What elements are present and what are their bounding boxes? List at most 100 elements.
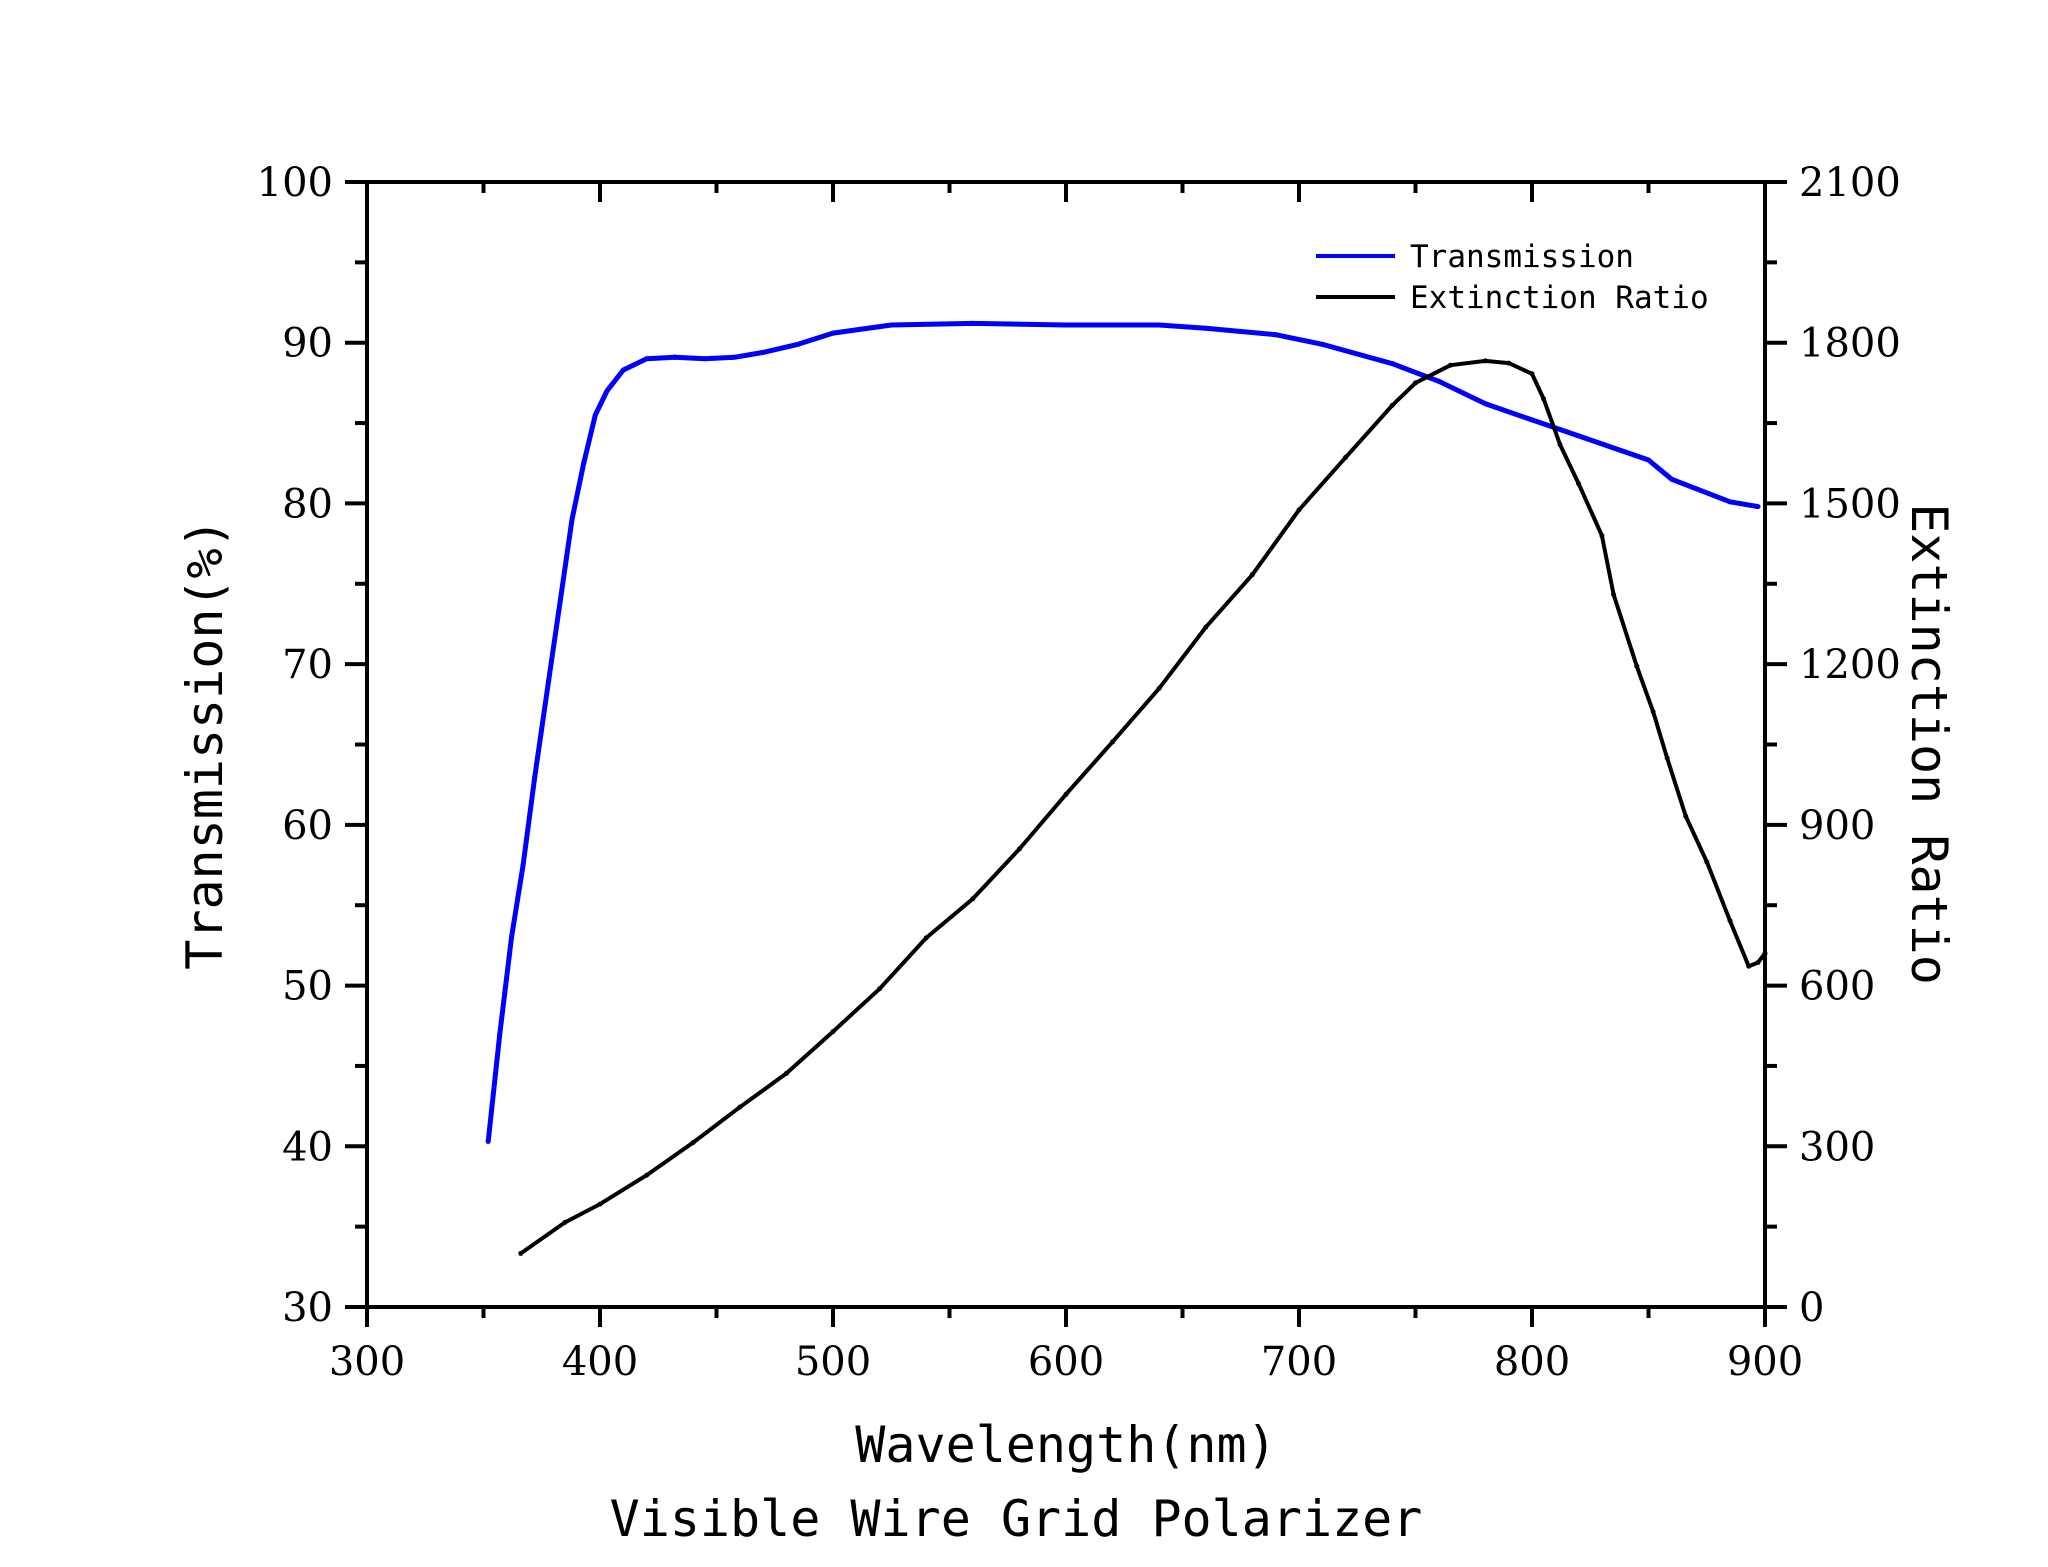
data-point xyxy=(1646,457,1651,463)
data-point xyxy=(702,356,708,362)
y-axis-title-left: Transmission(%) xyxy=(176,518,234,970)
data-point xyxy=(520,862,526,868)
y-tick-label-left: 70 xyxy=(282,642,333,688)
data-point xyxy=(1541,396,1547,402)
data-point xyxy=(1727,499,1733,505)
y-tick-label-left: 60 xyxy=(282,803,333,849)
data-point xyxy=(970,320,976,326)
data-point xyxy=(1755,504,1761,510)
data-point xyxy=(795,341,801,347)
data-point xyxy=(1156,322,1162,328)
data-point xyxy=(1611,592,1617,597)
data-point xyxy=(1704,859,1710,865)
x-tick-label: 300 xyxy=(329,1339,405,1385)
data-point xyxy=(970,896,976,902)
y-tick-label-left: 30 xyxy=(282,1285,333,1331)
data-point xyxy=(1203,325,1209,331)
data-point xyxy=(1389,361,1395,367)
data-point xyxy=(518,1250,524,1256)
data-point xyxy=(1413,380,1418,386)
axis-ticks: 300 400 500 600 700 800 900 30 40 50 60 70 80 90 100 0 3… xyxy=(257,160,1901,1385)
data-point xyxy=(1203,624,1209,630)
x-tick-label: 800 xyxy=(1494,1339,1570,1385)
data-point xyxy=(1436,378,1442,384)
data-point xyxy=(1343,454,1349,460)
data-point xyxy=(1296,507,1302,513)
data-point xyxy=(1529,417,1535,423)
data-point xyxy=(644,1172,650,1178)
y-tick-label-right: 900 xyxy=(1799,803,1875,849)
legend-label-transmission: Transmission xyxy=(1410,239,1634,275)
y-tick-label-right: 1800 xyxy=(1799,321,1901,367)
x-tick-label: 500 xyxy=(795,1339,871,1385)
data-point xyxy=(508,934,514,940)
x-tick-label: 700 xyxy=(1261,1339,1337,1385)
data-point xyxy=(1506,360,1512,366)
data-point xyxy=(1576,433,1582,439)
data-point xyxy=(497,1031,503,1037)
y-tick-label-left: 90 xyxy=(282,321,333,367)
data-point xyxy=(1634,663,1640,669)
y-tick-label-left: 100 xyxy=(257,160,333,206)
data-point xyxy=(557,597,563,603)
y-tick-label-left: 40 xyxy=(282,1124,333,1170)
data-point xyxy=(569,517,575,522)
data-point xyxy=(1529,371,1535,377)
chart-title: Visible Wire Grid Polarizer xyxy=(610,1490,1423,1548)
plot-frame xyxy=(365,180,1767,1309)
y-tick-label-left: 50 xyxy=(282,964,333,1010)
data-point xyxy=(1063,791,1069,797)
y-tick-label-right: 2100 xyxy=(1799,160,1901,206)
y-tick-label-right: 600 xyxy=(1799,964,1875,1010)
data-point xyxy=(783,1070,789,1076)
data-point xyxy=(877,986,883,992)
data-point xyxy=(672,354,678,360)
data-point xyxy=(597,1201,603,1207)
data-point xyxy=(1063,322,1069,328)
y-tick-label-right: 0 xyxy=(1799,1285,1824,1331)
data-point xyxy=(1389,402,1395,408)
legend: Transmission Extinction Ratio xyxy=(1316,239,1709,316)
data-point xyxy=(830,1029,836,1035)
data-point xyxy=(1249,572,1255,578)
data-point xyxy=(760,349,766,355)
data-point xyxy=(1650,709,1656,715)
y-tick-label-right: 1200 xyxy=(1799,642,1901,688)
data-point xyxy=(1576,481,1582,487)
x-tick-label: 400 xyxy=(562,1339,638,1385)
data-point xyxy=(888,322,894,328)
x-axis-title: Wavelength(nm) xyxy=(855,1416,1276,1474)
data-point xyxy=(1482,358,1488,364)
y-axis-title-right: Extinction Ratio xyxy=(1900,503,1958,985)
data-point xyxy=(604,388,610,394)
data-point xyxy=(1599,533,1605,539)
data-point xyxy=(1447,362,1453,368)
data-point xyxy=(1110,739,1116,745)
data-point xyxy=(485,1138,491,1144)
series-layer xyxy=(485,320,1768,1256)
y-tick-label-right: 300 xyxy=(1799,1124,1875,1170)
data-point xyxy=(732,354,738,360)
data-point xyxy=(1557,442,1563,447)
data-point xyxy=(562,1219,568,1225)
data-point xyxy=(581,460,587,466)
x-tick-label: 900 xyxy=(1727,1339,1803,1385)
legend-label-extinction-ratio: Extinction Ratio xyxy=(1410,280,1709,316)
data-point xyxy=(1273,332,1279,338)
data-point xyxy=(1727,918,1733,924)
data-point xyxy=(620,367,626,373)
data-point xyxy=(1319,341,1325,347)
data-point xyxy=(1664,755,1670,761)
data-point xyxy=(1482,401,1488,407)
data-point xyxy=(592,412,598,418)
data-point xyxy=(1669,476,1675,482)
data-point xyxy=(690,1140,696,1146)
data-point xyxy=(737,1104,743,1110)
data-point xyxy=(830,330,836,336)
data-point xyxy=(1016,846,1022,852)
data-point xyxy=(1755,960,1761,966)
data-point xyxy=(546,677,552,683)
data-point xyxy=(644,356,650,362)
y-tick-label-right: 1500 xyxy=(1799,481,1901,527)
